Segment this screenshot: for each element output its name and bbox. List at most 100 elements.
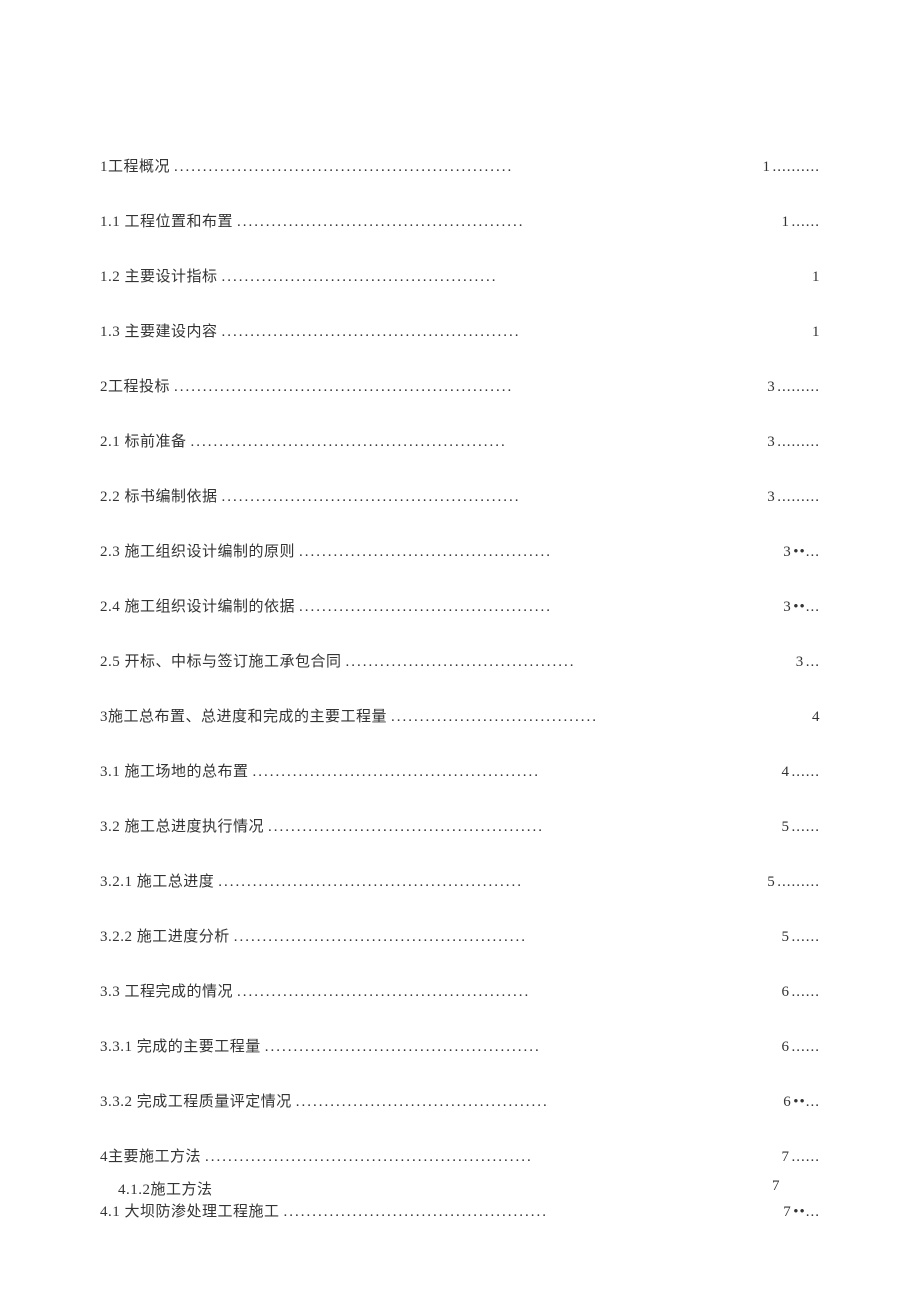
toc-entry: 2.2 标书编制依据..............................… [100,485,820,506]
toc-trail: ...... [790,1039,821,1056]
toc-page-number: 5 [767,874,775,891]
toc-entry-label: 2工程投标 [100,375,170,396]
toc-entry: 3.3 工程完成的情况.............................… [100,980,820,1001]
toc-entry: 2.4 施工组织设计编制的依据.........................… [100,595,820,616]
toc-entry-label: 2.3 施工组织设计编制的原则 [100,540,295,561]
toc-leader-dots: ........................................… [187,434,768,451]
toc-trail: ••... [791,1094,820,1111]
toc-entry: 3.2.1 施工总进度.............................… [100,870,820,891]
toc-trail: ......... [775,434,820,451]
toc-entry: 2.5 开标、中标与签订施工承包合同......................… [100,650,820,671]
toc-page-number: 1 [812,269,820,286]
toc-trail: ......... [775,379,820,396]
toc-entry: 2工程投标...................................… [100,375,820,396]
toc-entry-label: 3.3.1 完成的主要工程量 [100,1035,261,1056]
toc-entry: 3.2 施工总进度执行情况...........................… [100,815,820,836]
toc-trail: ...... [790,819,821,836]
toc-leader-dots: ........................................ [342,654,796,671]
toc-leader-dots: ........................................… [201,1149,781,1166]
toc-trail: ... [804,654,820,671]
toc-page-number: 6 [782,984,790,1001]
toc-entry-label: 1工程概况 [100,155,170,176]
toc-entry-label: 1.2 主要设计指标 [100,265,218,286]
toc-entry: 3施工总布置、总进度和完成的主要工程量.....................… [100,705,820,726]
toc-entry-label: 3.1 施工场地的总布置 [100,760,249,781]
toc-trail: ...... [790,764,821,781]
toc-leader-dots: ........................................… [249,764,782,781]
toc-trail: .......... [771,159,821,176]
toc-entry: 1.2 主要设计指标..............................… [100,265,820,286]
toc-entry-label: 3.2.2 施工进度分析 [100,925,230,946]
toc-entry-label: 2.1 标前准备 [100,430,187,451]
toc-entry-label: 1.3 主要建设内容 [100,320,218,341]
toc-leader-dots: ........................................… [230,929,782,946]
footer-label: 4.1.2施工方法 [118,1178,213,1199]
toc-page-number: 7 [782,1149,790,1166]
toc-entry-label: 3施工总布置、总进度和完成的主要工程量 [100,705,387,726]
toc-trail: ...... [790,214,821,231]
toc-trail: ...... [790,984,821,1001]
document-page: 1工程概况...................................… [0,0,920,1303]
toc-page-number: 6 [783,1094,791,1111]
toc-trail: ...... [790,929,821,946]
toc-entry: 3.3.1 完成的主要工程量..........................… [100,1035,820,1056]
toc-leader-dots: ........................................… [170,379,767,396]
toc-leader-dots: ........................................… [218,269,812,286]
toc-trail: ••... [791,599,820,616]
toc-page-number: 4 [782,764,790,781]
toc-leader-dots: ........................................… [261,1039,782,1056]
toc-entry: 4.1 大坝防渗处理工程施工..........................… [100,1200,820,1221]
toc-page-number: 3 [783,599,791,616]
toc-entry: 1工程概况...................................… [100,155,820,176]
footer-toc-entry: 4.1.2施工方法 7 [118,1178,780,1199]
toc-page-number: 4 [812,709,820,726]
toc-entry-label: 3.2 施工总进度执行情况 [100,815,264,836]
toc-leader-dots: ........................................… [214,874,767,891]
toc-page-number: 3 [767,434,775,451]
toc-entry-label: 1.1 工程位置和布置 [100,210,233,231]
toc-entry-label: 4.1 大坝防渗处理工程施工 [100,1200,280,1221]
toc-entry: 1.1 工程位置和布置.............................… [100,210,820,231]
toc-entry: 4主要施工方法.................................… [100,1145,820,1166]
toc-entry-label: 2.2 标书编制依据 [100,485,218,506]
toc-entry: 3.1 施工场地的总布置............................… [100,760,820,781]
toc-entry-label: 4主要施工方法 [100,1145,201,1166]
toc-leader-dots: ........................................… [295,599,783,616]
toc-entry-label: 3.2.1 施工总进度 [100,870,214,891]
toc-entry-label: 3.3.2 完成工程质量评定情况 [100,1090,292,1111]
toc-leader-dots: ........................................… [295,544,783,561]
toc-entry-label: 2.4 施工组织设计编制的依据 [100,595,295,616]
toc-leader-dots: .................................... [387,709,812,726]
toc-leader-dots: ........................................… [264,819,781,836]
toc-page-number: 3 [783,544,791,561]
toc-leader-dots: ........................................… [280,1204,784,1221]
toc-page-number: 1 [812,324,820,341]
toc-page-number: 3 [767,379,775,396]
toc-trail: ...... [790,1149,821,1166]
footer-page-number: 7 [772,1178,780,1199]
toc-entry: 1.3 主要建设内容..............................… [100,320,820,341]
toc-page-number: 3 [767,489,775,506]
toc-entry: 3.2.2 施工进度分析............................… [100,925,820,946]
toc-page-number: 7 [783,1204,791,1221]
toc-entry-label: 2.5 开标、中标与签订施工承包合同 [100,650,342,671]
toc-page-number: 6 [782,1039,790,1056]
toc-leader-dots: ........................................… [218,324,812,341]
toc-entry-label: 3.3 工程完成的情况 [100,980,233,1001]
toc-entry: 3.3.2 完成工程质量评定情况........................… [100,1090,820,1111]
toc-leader-dots: ........................................… [170,159,762,176]
toc-page-number: 1 [782,214,790,231]
toc-page-number: 1 [763,159,771,176]
toc-leader-dots: ........................................… [233,214,781,231]
toc-entry: 2.1 标前准备................................… [100,430,820,451]
toc-leader-dots: ........................................… [218,489,768,506]
toc-page-number: 5 [782,819,790,836]
toc-leader-dots: ........................................… [292,1094,783,1111]
toc-page-number: 5 [782,929,790,946]
toc-trail: ••... [791,1204,820,1221]
table-of-contents: 1工程概况...................................… [100,155,820,1221]
toc-leader-dots: ........................................… [233,984,781,1001]
toc-page-number: 3 [796,654,804,671]
toc-trail: ......... [775,874,820,891]
toc-trail: ......... [775,489,820,506]
